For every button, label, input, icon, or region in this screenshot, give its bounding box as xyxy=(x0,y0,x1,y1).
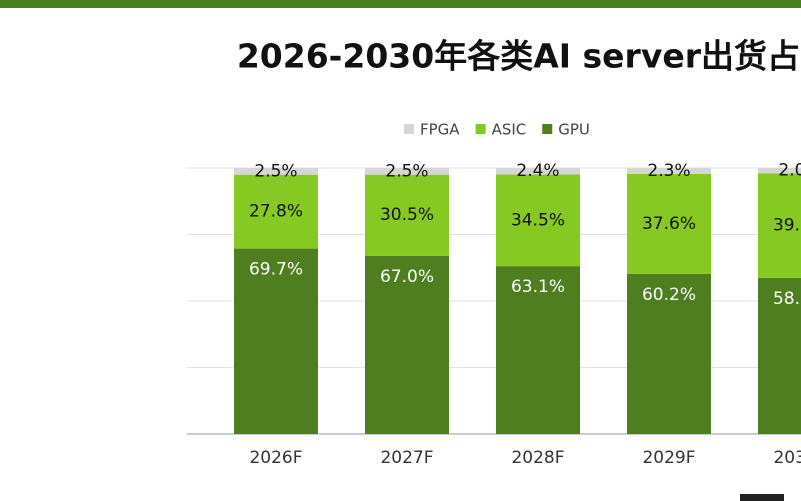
bar-segment xyxy=(758,173,801,278)
bar-segment xyxy=(365,168,449,175)
legend: FPGA ASIC GPU xyxy=(404,121,590,139)
x-tick-label: 2030F xyxy=(773,448,801,468)
value-label: 2.5% xyxy=(385,161,428,181)
x-tick-label: 2029F xyxy=(642,448,695,468)
bar-segment xyxy=(627,273,711,434)
value-label: 58.7% xyxy=(773,289,801,309)
bar-segment xyxy=(627,173,711,274)
bar-segment xyxy=(365,255,449,434)
value-label: 2.5% xyxy=(254,161,297,181)
value-label: 30.5% xyxy=(380,205,434,225)
bar-segment xyxy=(234,168,318,175)
chart-title: 2026-2030年各类AI server出货占 xyxy=(237,37,800,76)
legend-label: ASIC xyxy=(492,121,527,139)
value-label: 2.3% xyxy=(647,161,690,181)
bar-segment xyxy=(496,168,580,175)
value-label: 60.2% xyxy=(642,285,696,305)
value-label: 37.6% xyxy=(642,214,696,234)
value-label: 27.8% xyxy=(249,202,303,222)
bar-segment xyxy=(758,277,801,434)
value-label: 67.0% xyxy=(380,267,434,287)
value-label: 2.4% xyxy=(516,161,559,181)
value-label: 39.3% xyxy=(773,216,801,236)
x-tick-label: 2026F xyxy=(249,448,302,468)
legend-label: FPGA xyxy=(420,121,460,139)
bar-segment xyxy=(496,174,580,267)
x-tick-label: 2028F xyxy=(511,448,564,468)
bar-segment xyxy=(234,174,318,249)
x-tick-label: 2027F xyxy=(380,448,433,468)
bar-segment xyxy=(627,167,711,174)
value-label: 69.7% xyxy=(249,260,303,280)
logo xyxy=(740,494,784,501)
bar-segment xyxy=(758,168,801,174)
bar-segment xyxy=(234,248,318,434)
value-label: 63.1% xyxy=(511,277,565,297)
legend-swatch xyxy=(475,124,486,134)
value-label: 34.5% xyxy=(511,210,565,230)
legend-label: GPU xyxy=(558,121,590,139)
bar-segment xyxy=(365,174,449,256)
legend-swatch xyxy=(542,124,553,134)
value-label: 2.0% xyxy=(778,161,801,181)
bar-segment xyxy=(496,266,580,434)
legend-swatch xyxy=(404,124,414,134)
top-band xyxy=(0,0,801,8)
